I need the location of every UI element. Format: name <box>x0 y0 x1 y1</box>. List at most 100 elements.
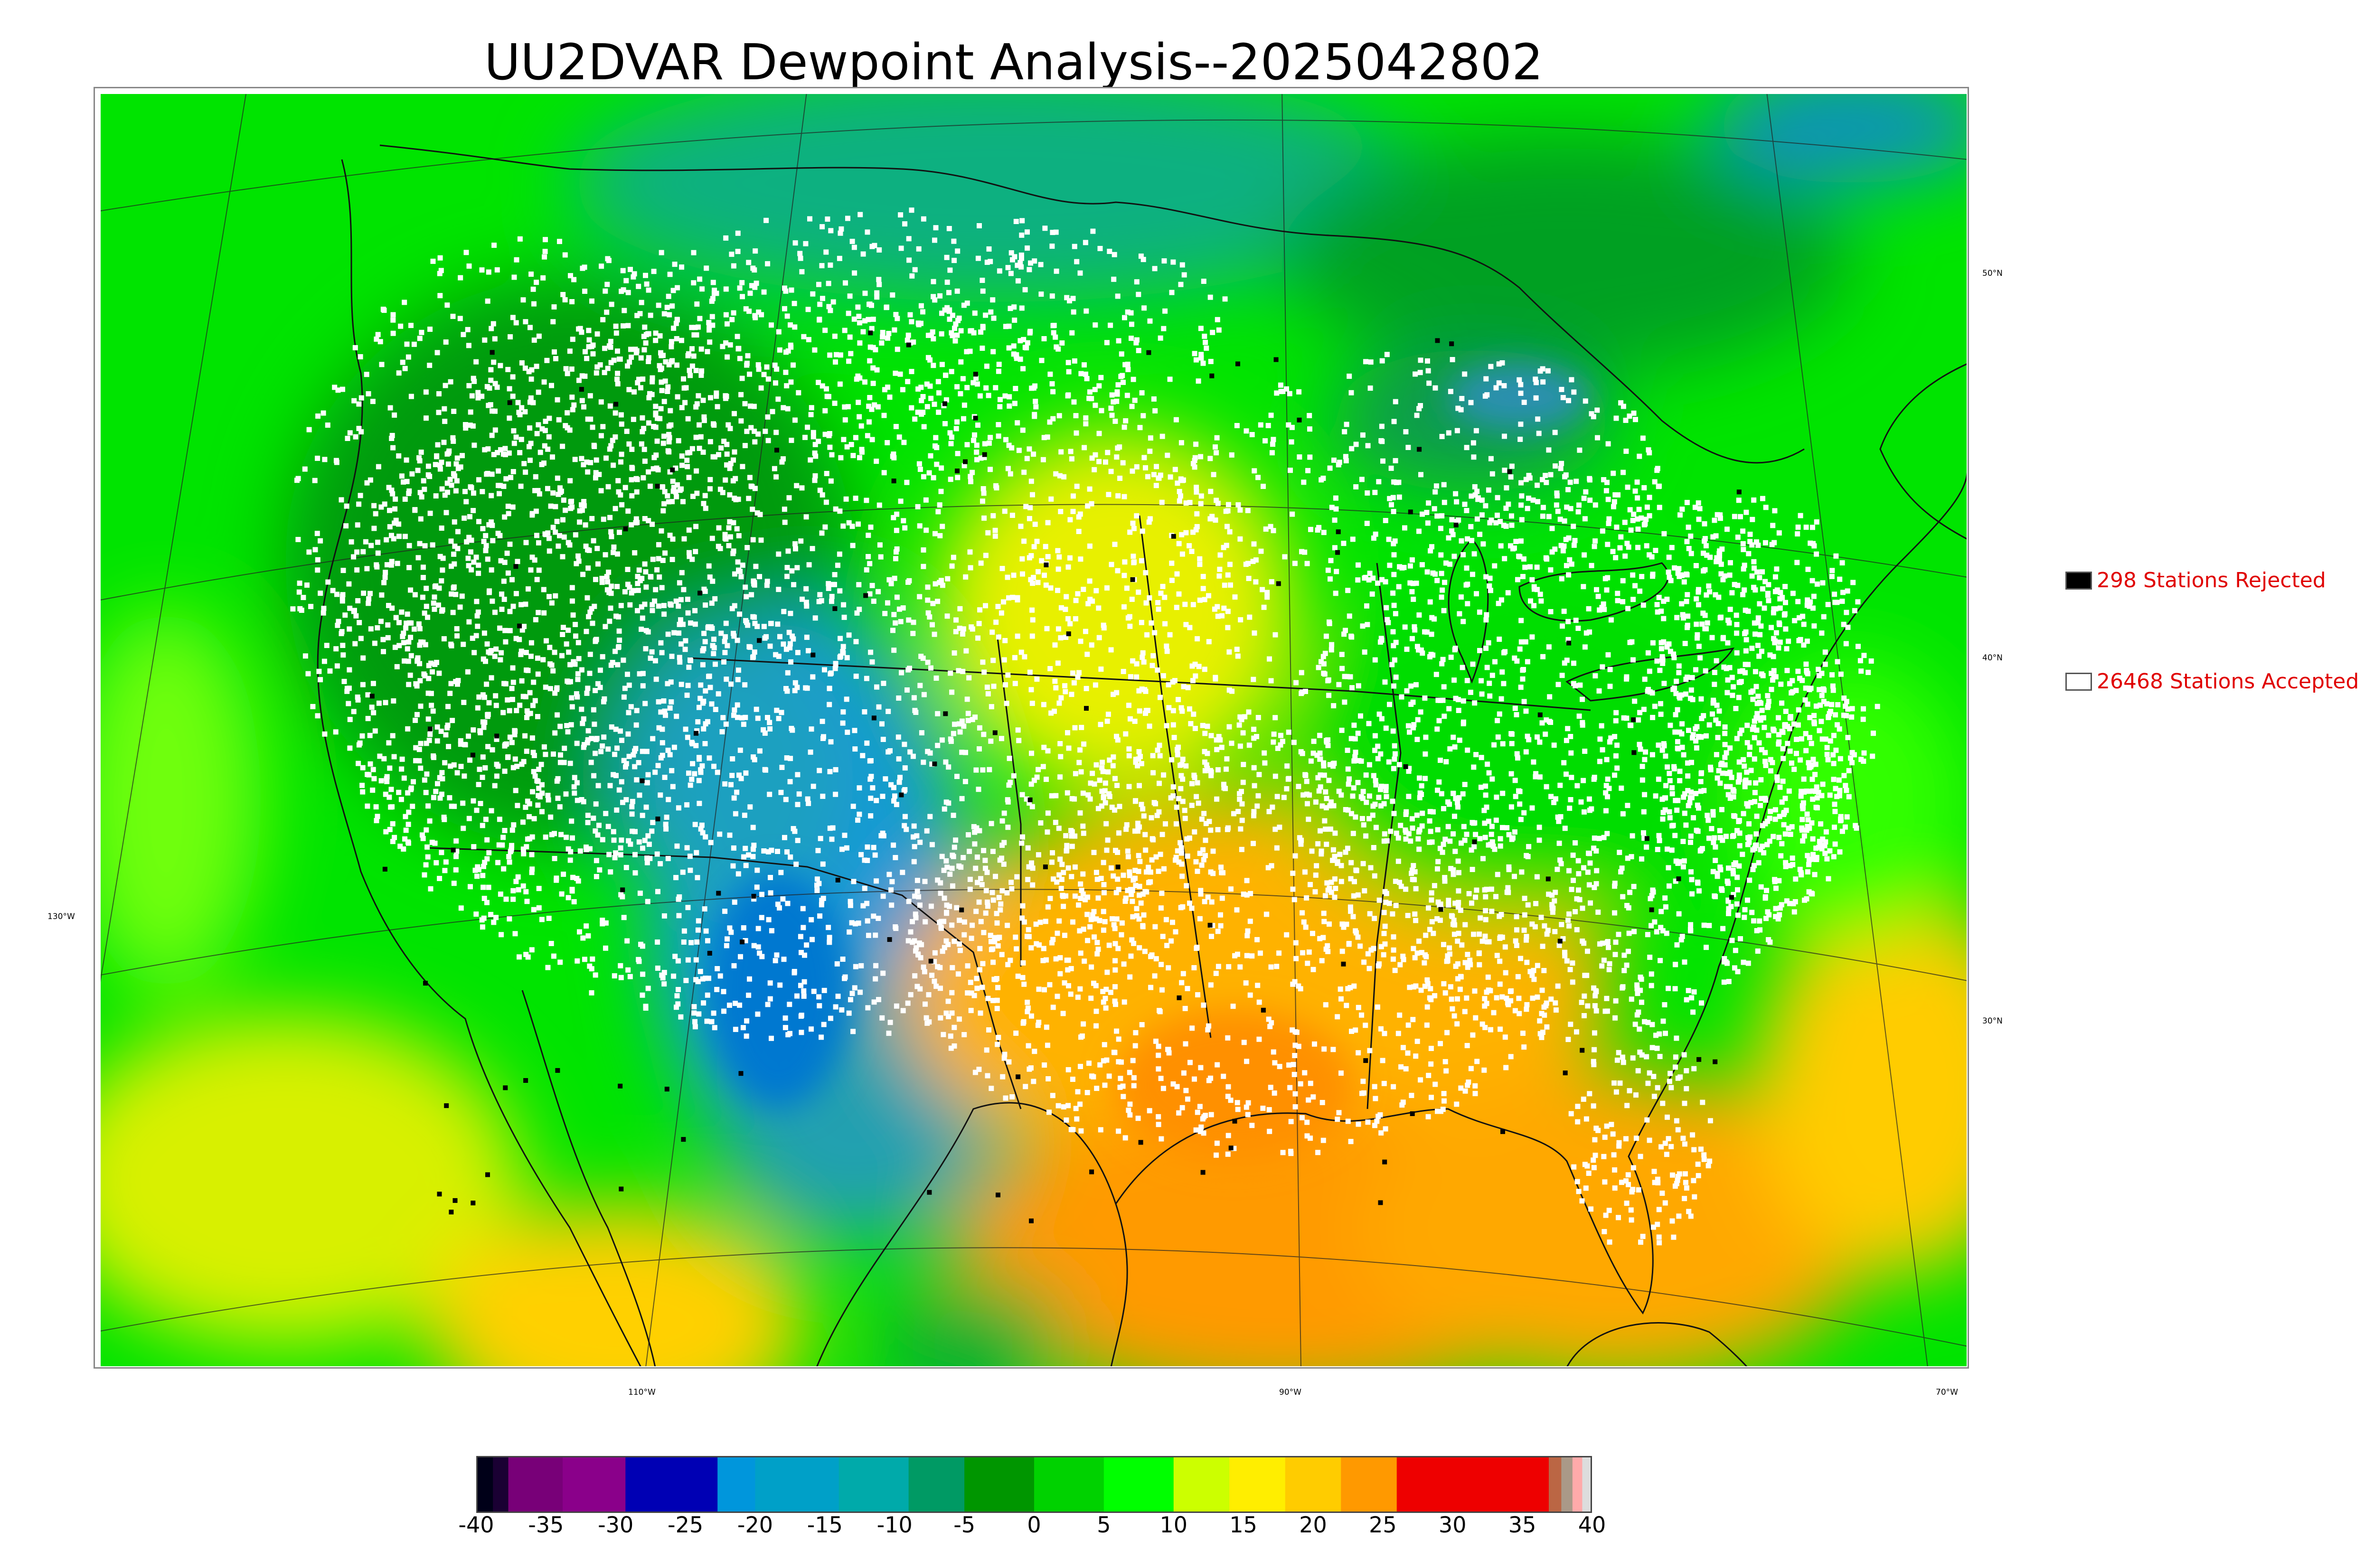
station-dot <box>1564 771 1569 777</box>
station-dot <box>550 668 556 674</box>
station-dot <box>1684 500 1690 505</box>
station-dot <box>968 479 973 484</box>
station-dot <box>1817 839 1822 844</box>
station-dot <box>977 725 982 731</box>
station-dot <box>898 498 904 504</box>
station-dot <box>417 336 423 341</box>
station-dot <box>1649 971 1654 977</box>
station-dot <box>1832 841 1838 847</box>
station-dot <box>528 376 534 382</box>
station-dot <box>858 852 864 857</box>
station-dot <box>980 486 986 491</box>
station-dot <box>415 555 421 561</box>
station-dot <box>1308 758 1314 764</box>
station-dot <box>1255 715 1261 720</box>
station-dot <box>785 548 791 554</box>
station-dot <box>925 749 931 754</box>
station-dot <box>621 915 627 920</box>
station-dot <box>721 1008 726 1014</box>
station-dot <box>1176 541 1182 546</box>
station-dot <box>945 998 951 1004</box>
station-dot <box>654 438 660 444</box>
station-dot <box>629 447 635 452</box>
station-dot <box>1240 779 1246 785</box>
station-dot <box>531 301 537 307</box>
station-dot <box>1450 1006 1455 1012</box>
station-dot <box>1101 622 1106 628</box>
station-dot <box>789 438 794 443</box>
station-dot <box>484 681 490 687</box>
station-dot <box>1830 687 1836 693</box>
station-dot <box>915 409 921 415</box>
station-dot <box>611 837 617 843</box>
station-dot <box>519 405 525 411</box>
station-dot <box>809 726 814 732</box>
station-dot <box>1622 553 1628 559</box>
station-dot <box>1367 911 1373 917</box>
station-dot <box>835 994 841 999</box>
station-dot <box>1503 970 1508 976</box>
station-dot <box>396 789 402 795</box>
station-dot <box>426 663 432 668</box>
station-dot <box>1553 796 1558 802</box>
station-dot <box>880 830 886 836</box>
station-dot <box>636 376 641 382</box>
station-dot <box>1324 880 1330 886</box>
station-dot <box>711 423 717 428</box>
station-dot <box>1576 871 1582 876</box>
station-dot <box>1769 625 1774 630</box>
station-dot <box>502 628 508 633</box>
station-dot <box>866 317 871 322</box>
station-dot <box>829 836 835 842</box>
station-dot <box>585 469 591 475</box>
station-dot <box>1489 824 1495 829</box>
station-dot <box>1686 728 1691 733</box>
station-dot <box>806 337 811 342</box>
station-dot <box>1582 1013 1587 1018</box>
station-dot <box>988 932 993 938</box>
station-dot <box>665 856 671 861</box>
station-dot <box>531 907 537 912</box>
station-dot <box>1332 830 1338 836</box>
station-dot <box>1753 842 1759 848</box>
station-dot <box>1612 734 1618 740</box>
station-dot <box>532 557 537 563</box>
station-dot <box>517 450 523 455</box>
station-dot <box>1241 761 1246 767</box>
station-dot <box>1442 990 1448 996</box>
station-dot <box>682 400 688 405</box>
station-dot <box>1393 879 1398 884</box>
station-dot <box>1077 747 1083 753</box>
station-dot <box>1078 950 1083 956</box>
station-dot <box>1102 919 1108 924</box>
station-dot <box>1605 542 1611 547</box>
station-dot <box>777 634 782 639</box>
station-dot <box>485 556 490 562</box>
station-dot <box>1099 765 1105 770</box>
station-dot <box>656 302 661 308</box>
station-dot <box>1727 573 1733 578</box>
station-dot <box>1021 469 1027 475</box>
station-dot <box>1412 627 1418 633</box>
station-dot <box>1649 554 1655 560</box>
station-dot <box>728 782 734 788</box>
station-dot <box>1085 938 1091 943</box>
station-dot <box>1179 708 1185 714</box>
station-dot <box>571 402 577 408</box>
station-dot <box>529 367 535 373</box>
station-dot <box>639 604 644 610</box>
station-dot <box>632 748 637 754</box>
station-dot <box>1771 834 1776 839</box>
station-dot <box>706 624 711 629</box>
station-dot <box>1160 583 1166 589</box>
station-dot <box>1327 762 1333 768</box>
station-dot <box>561 760 567 765</box>
station-dot <box>463 499 469 505</box>
station-dot <box>1586 882 1592 888</box>
station-dot <box>1215 613 1221 619</box>
station-dot <box>565 729 571 735</box>
station-dot <box>1738 936 1743 941</box>
station-dot <box>1140 806 1146 812</box>
station-dot <box>515 803 520 808</box>
station-dot <box>750 537 756 543</box>
